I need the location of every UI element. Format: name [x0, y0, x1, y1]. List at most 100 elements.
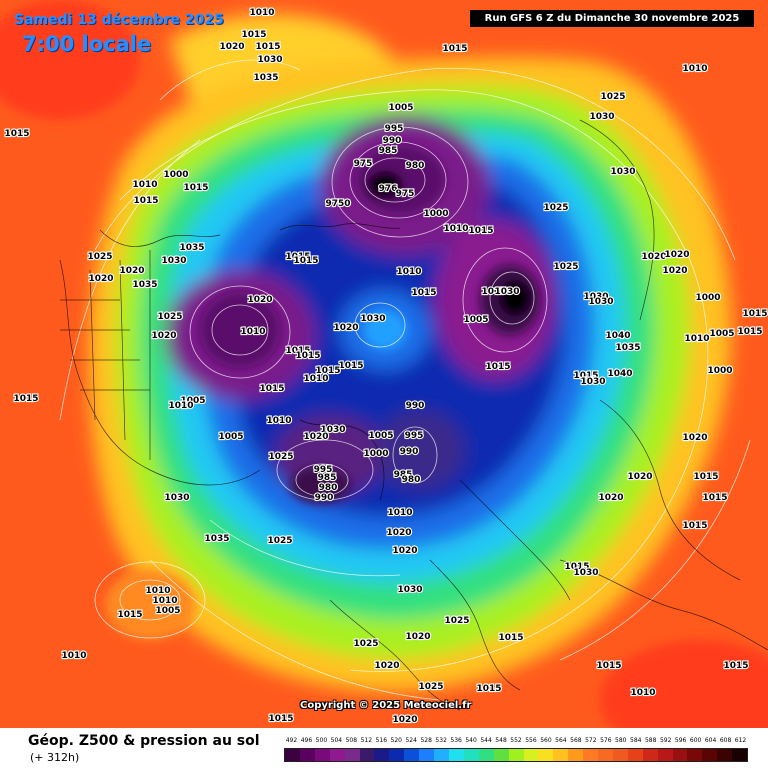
pressure-label: 1005	[481, 287, 506, 297]
pressure-label: 1010	[684, 334, 709, 344]
scale-swatch	[627, 749, 643, 761]
scale-label: 564	[555, 737, 567, 744]
pressure-label: 1020	[119, 266, 144, 276]
scale-label: 536	[450, 737, 462, 744]
scale-label: 604	[704, 737, 717, 744]
pressure-label: 980	[406, 161, 425, 171]
pressure-label: 1035	[615, 343, 640, 353]
coastlines	[59, 119, 768, 711]
scale-swatch	[583, 749, 599, 761]
scale-swatch	[285, 749, 300, 761]
pressure-label: 1015	[133, 196, 158, 206]
pressure-label: 1015	[485, 362, 510, 372]
scale-label: 560	[540, 737, 552, 744]
scale-label: 524	[405, 737, 417, 744]
pressure-label: 1015	[259, 384, 284, 394]
scale-label: 504	[330, 737, 343, 744]
pressure-label: 1020	[303, 432, 328, 442]
pressure-label: 1020	[333, 323, 358, 333]
pressure-label: 1015	[498, 633, 523, 643]
scale-swatch	[598, 749, 613, 761]
scale-label: 580	[615, 737, 627, 744]
pressure-label: 1020	[374, 661, 399, 671]
pressure-label: 1025	[267, 536, 292, 546]
pressure-label: 1000	[423, 209, 448, 219]
pressure-label: 1030	[588, 297, 613, 307]
scale-swatch	[419, 749, 435, 761]
scale-swatch	[538, 749, 554, 761]
pressure-label: 1030	[580, 377, 605, 387]
geopotential-field	[88, 14, 732, 692]
pressure-label: 1020	[664, 250, 689, 260]
pressure-label: 1000	[363, 449, 388, 459]
pressure-label: 1020	[682, 433, 707, 443]
pressure-label: 1015	[468, 226, 493, 236]
scale-swatch	[389, 749, 405, 761]
pressure-label: 995	[314, 465, 333, 475]
scale-swatch	[553, 749, 569, 761]
pressure-label: 975	[354, 159, 373, 169]
scale-swatch	[493, 749, 509, 761]
map-title: Géop. Z500 & pression au sol	[28, 733, 260, 749]
scale-swatch	[612, 749, 628, 761]
pressure-label: 1000	[707, 366, 732, 376]
pressure-label: 1030	[589, 112, 614, 122]
pressure-label: 1030	[397, 585, 422, 595]
pressure-label: 1015	[737, 327, 762, 337]
pressure-label: 1030	[164, 493, 189, 503]
pressure-label: 1015	[241, 30, 266, 40]
pressure-label: 1010	[630, 688, 655, 698]
color-scale-bar	[284, 748, 748, 762]
scale-swatch	[657, 749, 673, 761]
pressure-label: 1010	[443, 224, 468, 234]
pressure-label: 1015	[693, 472, 718, 482]
pressure-label: 1015	[315, 366, 340, 376]
scale-label: 556	[525, 737, 537, 744]
scale-label: 548	[495, 737, 507, 744]
pressure-label: 1020	[405, 632, 430, 642]
pressure-label: 1015	[338, 361, 363, 371]
pressure-label: 1025	[553, 262, 578, 272]
pressure-label: 1025	[600, 92, 625, 102]
scale-label: 528	[420, 737, 432, 744]
scale-swatch	[717, 749, 733, 761]
scale-label: 520	[390, 737, 402, 744]
pressure-label: 1010	[249, 8, 274, 18]
pressure-label: 1010	[168, 401, 193, 411]
pressure-label: 1015	[285, 346, 310, 356]
pressure-label: 1025	[268, 452, 293, 462]
pressure-label: 1010	[61, 651, 86, 661]
scale-label: 512	[360, 737, 373, 744]
pressure-label: 1025	[353, 639, 378, 649]
pressure-label: 995	[385, 124, 404, 134]
pressure-label: 1010	[240, 327, 265, 337]
scale-label: 592	[659, 737, 672, 744]
pressure-label: 1015	[255, 42, 280, 52]
pressure-label: 1000	[163, 170, 188, 180]
pressure-label: 980	[402, 475, 421, 485]
pressure-label: 1005	[180, 396, 205, 406]
pressure-label: 1030	[494, 287, 519, 297]
pressure-label: 1030	[257, 55, 282, 65]
forecast-local-time: 7:00 locale	[22, 32, 152, 56]
pressure-label: 1030	[360, 314, 385, 324]
scale-label: 600	[689, 737, 702, 744]
pressure-label: 980	[319, 483, 338, 493]
scale-swatch	[642, 749, 658, 761]
pressure-label: 1035	[132, 280, 157, 290]
scale-swatch	[344, 749, 360, 761]
scale-label: 588	[644, 737, 657, 744]
pressure-label: 1030	[161, 256, 186, 266]
scale-swatch	[434, 749, 449, 761]
color-scale-labels: 492 496 500 504 508 512 516 520 524 528 532 536 540 5…	[284, 737, 748, 747]
pressure-label: 1015	[476, 684, 501, 694]
pressure-label: 1015	[285, 252, 310, 262]
pressure-label: 1030	[320, 425, 345, 435]
isobar-lines	[59, 59, 751, 701]
scale-label: 576	[600, 737, 612, 744]
pressure-label: 1015	[13, 394, 38, 404]
pressure-label: 1010	[266, 416, 291, 426]
pressure-label: 1020	[247, 295, 272, 305]
scale-swatch	[732, 749, 748, 761]
